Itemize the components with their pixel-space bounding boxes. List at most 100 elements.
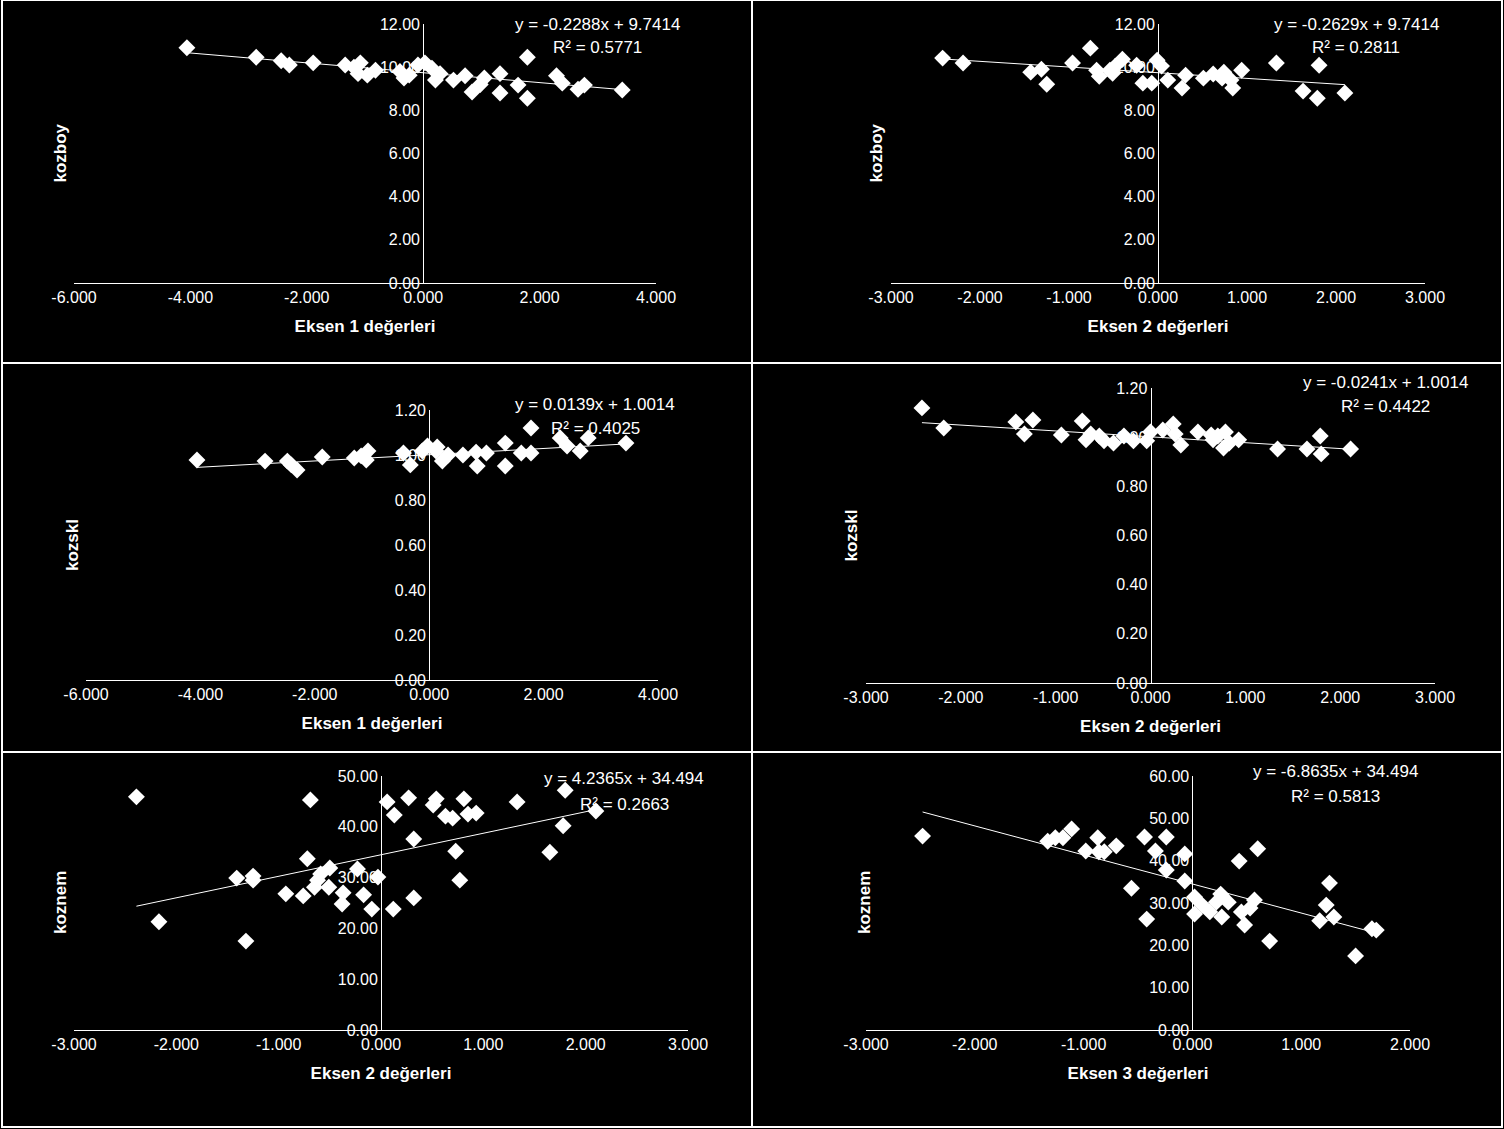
- svg-text:-3.000: -3.000: [51, 1036, 96, 1053]
- svg-text:10.00: 10.00: [338, 971, 378, 988]
- svg-text:koznem: koznem: [51, 871, 70, 934]
- svg-text:2.000: 2.000: [566, 1036, 606, 1053]
- svg-text:-2.000: -2.000: [957, 289, 1002, 306]
- svg-text:-6.000: -6.000: [63, 686, 108, 703]
- svg-text:0.00: 0.00: [389, 275, 420, 292]
- svg-text:kozskl: kozskl: [63, 519, 82, 571]
- svg-text:y = -0.2288x + 9.7414: y = -0.2288x + 9.7414: [515, 15, 680, 34]
- svg-text:1.000: 1.000: [463, 1036, 503, 1053]
- svg-text:0.40: 0.40: [395, 582, 426, 599]
- svg-text:y = -0.0241x + 1.0014: y = -0.0241x + 1.0014: [1303, 373, 1468, 392]
- svg-text:20.00: 20.00: [338, 920, 378, 937]
- svg-text:2.00: 2.00: [1124, 231, 1155, 248]
- svg-text:-1.000: -1.000: [1061, 1036, 1106, 1053]
- svg-text:8.00: 8.00: [1124, 102, 1155, 119]
- svg-text:60.00: 60.00: [1149, 768, 1189, 785]
- svg-text:kozskl: kozskl: [842, 510, 861, 562]
- svg-text:2.000: 2.000: [520, 289, 560, 306]
- svg-text:0.80: 0.80: [395, 492, 426, 509]
- svg-text:1.20: 1.20: [1116, 380, 1147, 397]
- svg-text:8.00: 8.00: [389, 102, 420, 119]
- svg-text:40.00: 40.00: [1149, 852, 1189, 869]
- svg-text:4.00: 4.00: [1124, 188, 1155, 205]
- svg-text:kozboy: kozboy: [51, 123, 70, 182]
- svg-text:3.000: 3.000: [668, 1036, 708, 1053]
- svg-text:1.00: 1.00: [395, 447, 426, 464]
- svg-text:R² = 0.4422: R² = 0.4422: [1341, 397, 1430, 416]
- svg-text:-1.000: -1.000: [1033, 689, 1078, 706]
- svg-text:y = 4.2365x + 34.494: y = 4.2365x + 34.494: [544, 769, 704, 788]
- svg-text:0.00: 0.00: [347, 1022, 378, 1039]
- svg-text:50.00: 50.00: [338, 768, 378, 785]
- svg-text:2.00: 2.00: [389, 231, 420, 248]
- svg-text:0.000: 0.000: [1130, 689, 1170, 706]
- svg-text:Eksen 3 değerleri: Eksen 3 değerleri: [1068, 1064, 1209, 1083]
- svg-text:4.000: 4.000: [638, 686, 678, 703]
- svg-text:0.000: 0.000: [1138, 289, 1178, 306]
- svg-text:40.00: 40.00: [338, 818, 378, 835]
- svg-text:Eksen 2 değerleri: Eksen 2 değerleri: [311, 1064, 452, 1083]
- svg-text:0.000: 0.000: [361, 1036, 401, 1053]
- svg-text:4.000: 4.000: [636, 289, 676, 306]
- svg-text:-3.000: -3.000: [868, 289, 913, 306]
- svg-text:R² = 0.5813: R² = 0.5813: [1291, 787, 1380, 806]
- svg-text:50.00: 50.00: [1149, 810, 1189, 827]
- svg-text:R² = 0.5771: R² = 0.5771: [553, 38, 642, 57]
- svg-text:0.20: 0.20: [395, 627, 426, 644]
- svg-text:1.00: 1.00: [1116, 429, 1147, 446]
- svg-text:30.00: 30.00: [338, 869, 378, 886]
- svg-text:-2.000: -2.000: [154, 1036, 199, 1053]
- svg-text:1.000: 1.000: [1227, 289, 1267, 306]
- svg-text:2.000: 2.000: [1316, 289, 1356, 306]
- svg-text:-1.000: -1.000: [1046, 289, 1091, 306]
- svg-text:10.00: 10.00: [1149, 979, 1189, 996]
- svg-text:-2.000: -2.000: [938, 689, 983, 706]
- svg-text:0.000: 0.000: [1172, 1036, 1212, 1053]
- svg-text:1.000: 1.000: [1281, 1036, 1321, 1053]
- svg-text:1.20: 1.20: [395, 402, 426, 419]
- svg-text:0.80: 0.80: [1116, 478, 1147, 495]
- svg-text:-2.000: -2.000: [284, 289, 329, 306]
- svg-text:-6.000: -6.000: [51, 289, 96, 306]
- svg-text:0.40: 0.40: [1116, 576, 1147, 593]
- svg-text:-3.000: -3.000: [843, 1036, 888, 1053]
- svg-text:R² = 0.4025: R² = 0.4025: [551, 419, 640, 438]
- svg-text:Eksen 2 değerleri: Eksen 2 değerleri: [1080, 717, 1221, 736]
- svg-text:Eksen 1 değerleri: Eksen 1 değerleri: [302, 714, 443, 733]
- svg-text:-3.000: -3.000: [843, 689, 888, 706]
- svg-text:-2.000: -2.000: [292, 686, 337, 703]
- svg-text:0.00: 0.00: [1124, 275, 1155, 292]
- svg-text:y = 0.0139x + 1.0014: y = 0.0139x + 1.0014: [515, 395, 675, 414]
- svg-text:6.00: 6.00: [389, 145, 420, 162]
- svg-text:10.00: 10.00: [1115, 59, 1155, 76]
- svg-text:-1.000: -1.000: [256, 1036, 301, 1053]
- svg-text:3.000: 3.000: [1405, 289, 1445, 306]
- svg-text:10.00: 10.00: [380, 59, 420, 76]
- svg-text:12.00: 12.00: [380, 16, 420, 33]
- svg-text:0.20: 0.20: [1116, 625, 1147, 642]
- svg-text:0.00: 0.00: [1116, 675, 1147, 692]
- svg-text:0.00: 0.00: [1158, 1022, 1189, 1039]
- svg-text:0.60: 0.60: [395, 537, 426, 554]
- svg-text:30.00: 30.00: [1149, 895, 1189, 912]
- svg-text:0.00: 0.00: [395, 672, 426, 689]
- svg-text:0.000: 0.000: [403, 289, 443, 306]
- svg-text:6.00: 6.00: [1124, 145, 1155, 162]
- svg-text:y = -6.8635x + 34.494: y = -6.8635x + 34.494: [1253, 762, 1418, 781]
- svg-text:2.000: 2.000: [524, 686, 564, 703]
- svg-text:0.000: 0.000: [409, 686, 449, 703]
- svg-text:Eksen 2 değerleri: Eksen 2 değerleri: [1088, 317, 1229, 336]
- svg-text:4.00: 4.00: [389, 188, 420, 205]
- svg-text:12.00: 12.00: [1115, 16, 1155, 33]
- svg-text:R² = 0.2663: R² = 0.2663: [580, 795, 669, 814]
- svg-text:R² = 0.2811: R² = 0.2811: [1312, 38, 1400, 57]
- svg-text:-4.000: -4.000: [178, 686, 223, 703]
- svg-text:0.60: 0.60: [1116, 527, 1147, 544]
- svg-text:3.000: 3.000: [1415, 689, 1455, 706]
- svg-text:y = -0.2629x + 9.7414: y = -0.2629x + 9.7414: [1274, 15, 1439, 34]
- svg-text:1.000: 1.000: [1225, 689, 1265, 706]
- svg-text:2.000: 2.000: [1390, 1036, 1430, 1053]
- svg-text:Eksen 1 değerleri: Eksen 1 değerleri: [295, 317, 436, 336]
- svg-text:kozboy: kozboy: [867, 123, 886, 182]
- svg-text:-4.000: -4.000: [168, 289, 213, 306]
